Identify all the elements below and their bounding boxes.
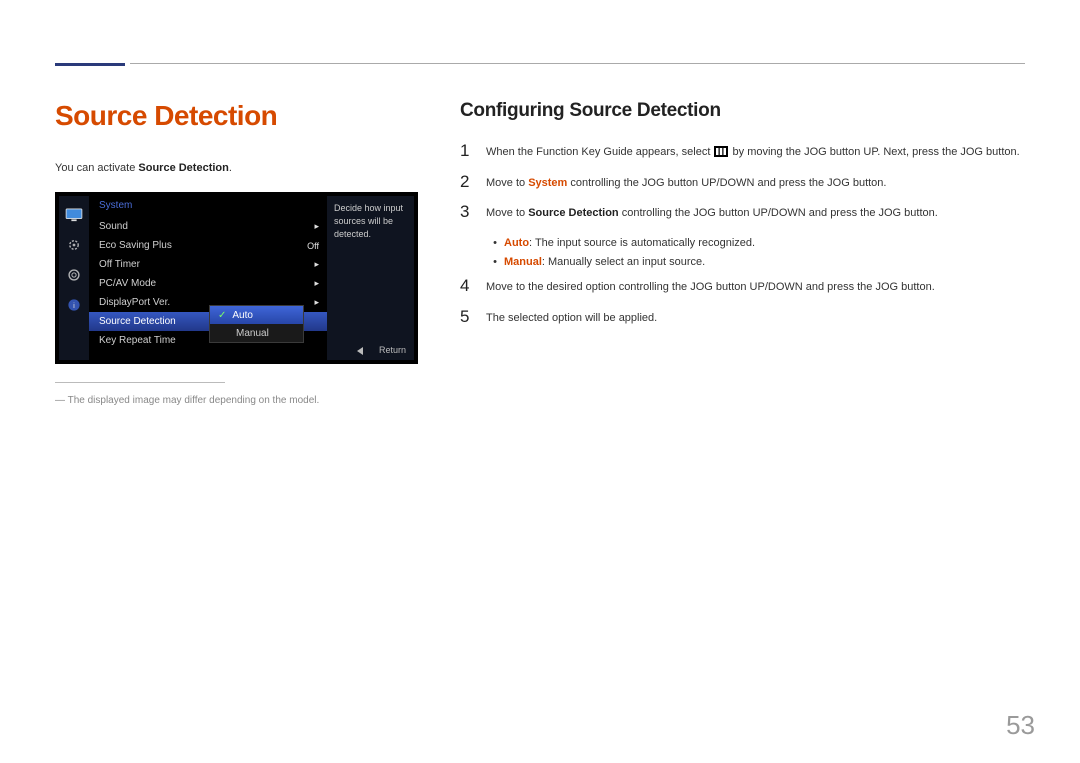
osd-screenshot: i System Sound ▸ Eco Saving Plus Off Off Tim… xyxy=(55,192,418,364)
step: 2Move to System controlling the JOG butt… xyxy=(460,173,1025,192)
emphasis-bold: Source Detection xyxy=(528,207,618,219)
step: 5The selected option will be applied. xyxy=(460,308,1025,327)
osd-menu-item: PC/AV Mode ▸ xyxy=(89,274,327,293)
back-arrow-icon xyxy=(357,347,363,355)
header-rule xyxy=(130,63,1025,64)
osd-return-label: Return xyxy=(379,344,406,357)
osd-dropdown: ✓ Auto Manual xyxy=(209,305,304,343)
osd-item-label: Eco Saving Plus xyxy=(99,240,172,251)
osd-item-label: DisplayPort Ver. xyxy=(99,297,170,308)
osd-menu-item: Off Timer ▸ xyxy=(89,255,327,274)
osd-item-value: Off xyxy=(307,241,319,251)
step-text: Move to the desired option controlling t… xyxy=(486,277,1025,296)
osd-item-label: Sound xyxy=(99,221,128,232)
bullet-text: Auto: The input source is automatically … xyxy=(504,234,755,254)
bullet-dot: • xyxy=(486,253,504,273)
chevron-right-icon: ▸ xyxy=(314,221,319,232)
bullet-list: •Auto: The input source is automatically… xyxy=(486,234,1025,274)
step: 1When the Function Key Guide appears, se… xyxy=(460,142,1025,161)
dropdown-option: ✓ Auto xyxy=(210,306,303,324)
page-number: 53 xyxy=(1006,710,1035,741)
intro-suffix: . xyxy=(229,162,232,174)
step: 3Move to Source Detection controlling th… xyxy=(460,203,1025,222)
intro-text: You can activate Source Detection. xyxy=(55,162,425,174)
osd-menu-item: Eco Saving Plus Off xyxy=(89,236,327,255)
step-number: 2 xyxy=(460,173,486,190)
step-number: 5 xyxy=(460,308,486,325)
dropdown-option-label: Manual xyxy=(236,328,269,339)
chevron-right-icon: ▸ xyxy=(314,259,319,270)
step-text: Move to Source Detection controlling the… xyxy=(486,203,1025,222)
info-icon: i xyxy=(65,298,83,312)
step-number: 4 xyxy=(460,277,486,294)
emphasis-red: System xyxy=(528,177,567,189)
bullet-item: •Manual: Manually select an input source… xyxy=(486,253,1025,273)
osd-item-label: Source Detection xyxy=(99,316,176,327)
osd-tip-panel: Decide how input sources will be detecte… xyxy=(327,196,414,360)
bullet-dot: • xyxy=(486,234,504,254)
header-rule-accent xyxy=(55,63,125,66)
footnote-text: ― The displayed image may differ dependi… xyxy=(55,395,425,406)
bullet-text: Manual: Manually select an input source. xyxy=(504,253,705,273)
step-text: Move to System controlling the JOG butto… xyxy=(486,173,1025,192)
footnote-rule xyxy=(55,382,225,383)
intro-bold: Source Detection xyxy=(138,162,228,174)
intro-prefix: You can activate xyxy=(55,162,138,174)
osd-nav-sidebar: i xyxy=(59,196,89,360)
step-number: 1 xyxy=(460,142,486,159)
step-text: When the Function Key Guide appears, sel… xyxy=(486,142,1025,161)
osd-item-label: Key Repeat Time xyxy=(99,335,176,346)
bullet-key: Auto xyxy=(504,237,529,249)
step-text: The selected option will be applied. xyxy=(486,308,1025,327)
section-heading: Configuring Source Detection xyxy=(460,100,1025,122)
osd-menu-title: System xyxy=(89,196,327,217)
osd-tip-text: Decide how input sources will be detecte… xyxy=(334,203,403,239)
page-title: Source Detection xyxy=(55,100,425,132)
dropdown-option-label: Auto xyxy=(232,310,253,321)
osd-menu-item: Sound ▸ xyxy=(89,217,327,236)
monitor-icon xyxy=(65,208,83,222)
target-icon xyxy=(65,238,83,252)
right-column: Configuring Source Detection 1When the F… xyxy=(460,100,1025,338)
chevron-right-icon: ▸ xyxy=(314,278,319,289)
left-column: Source Detection You can activate Source… xyxy=(55,100,425,406)
osd-item-label: Off Timer xyxy=(99,259,140,270)
step-number: 3 xyxy=(460,203,486,220)
bullet-key: Manual xyxy=(504,256,542,268)
svg-text:i: i xyxy=(73,301,75,310)
step: 4Move to the desired option controlling … xyxy=(460,277,1025,296)
osd-footer: Return xyxy=(357,344,406,357)
menu-icon xyxy=(714,146,728,157)
bullet-item: •Auto: The input source is automatically… xyxy=(486,234,1025,254)
check-icon: ✓ xyxy=(218,310,226,321)
gear-icon xyxy=(65,268,83,282)
osd-item-label: PC/AV Mode xyxy=(99,278,156,289)
dropdown-option: Manual xyxy=(210,324,303,342)
chevron-right-icon: ▸ xyxy=(314,297,319,308)
